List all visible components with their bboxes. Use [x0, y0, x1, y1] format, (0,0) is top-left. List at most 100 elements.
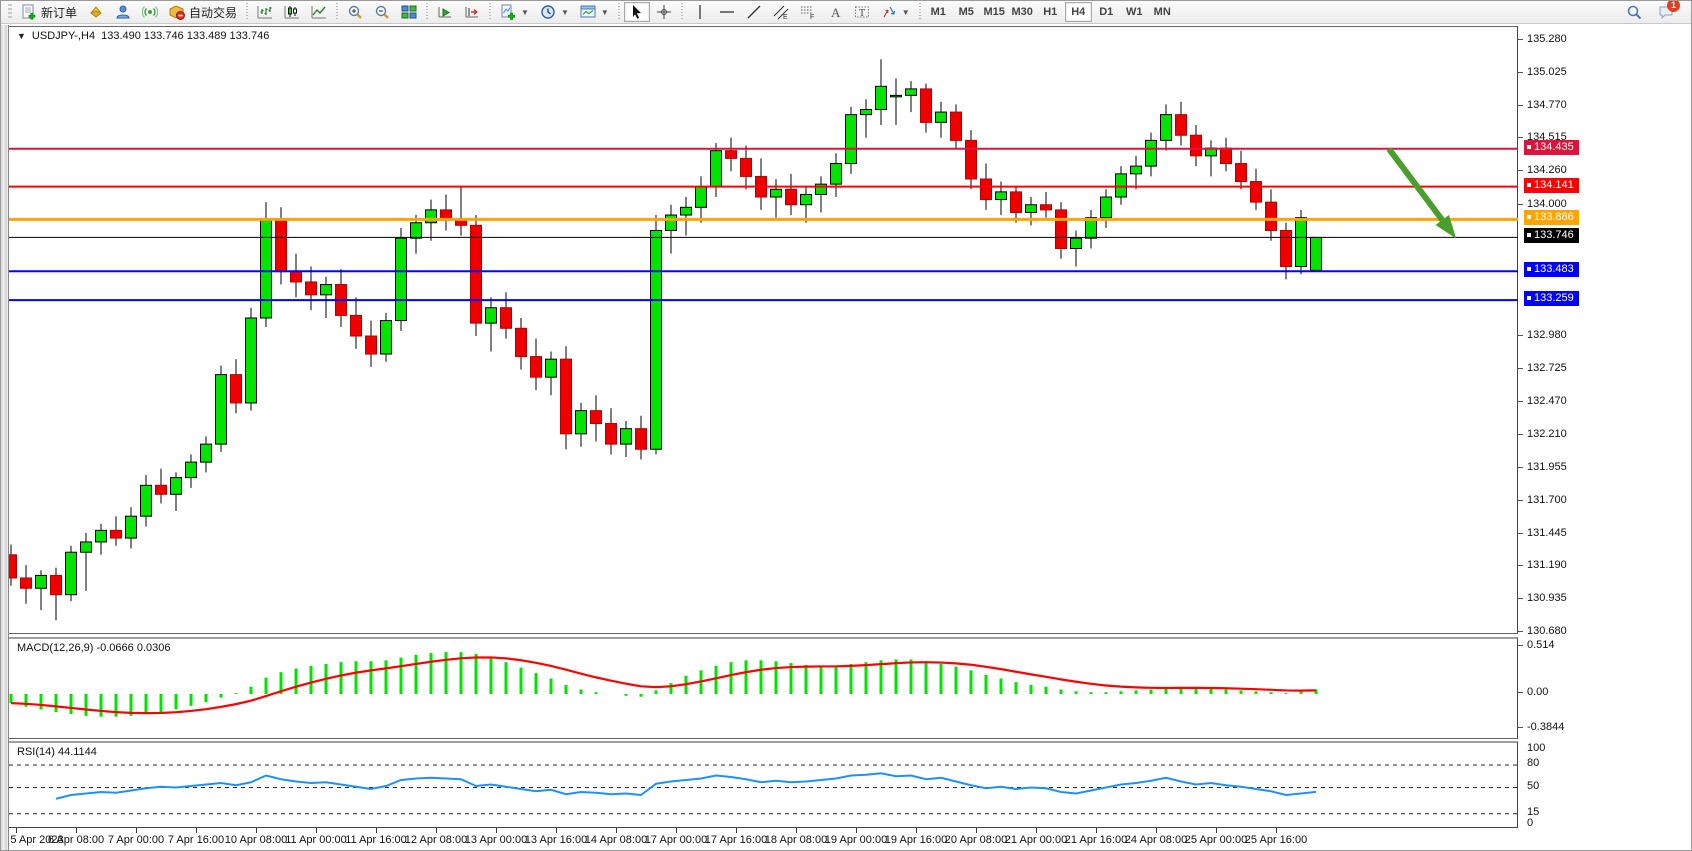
- text-label-icon: T: [854, 4, 870, 20]
- time-axis-tick: [676, 828, 677, 833]
- price-axis-tick: [1518, 104, 1523, 106]
- timeframe-m5-button[interactable]: M5: [953, 2, 980, 22]
- time-axis-tick: [256, 828, 257, 833]
- timeframe-mn-button[interactable]: MN: [1149, 2, 1176, 22]
- bear-candle: [9, 554, 17, 579]
- candlestick-chart-button[interactable]: [279, 2, 305, 22]
- toolbar-grip[interactable]: [8, 4, 12, 20]
- metaeditor-button[interactable]: [83, 2, 109, 22]
- crosshair-button[interactable]: [651, 2, 677, 22]
- bull-candle: [875, 85, 887, 110]
- price-axis-tick: [1518, 39, 1523, 40]
- time-axis-label: 5 Apr 2023: [10, 834, 64, 846]
- bar-chart-icon: [257, 4, 273, 20]
- bull-candle: [140, 484, 152, 517]
- new-order-button[interactable]: 新订单: [16, 2, 82, 22]
- notifications-button[interactable]: 1: [1653, 1, 1680, 22]
- text-label-button[interactable]: T: [849, 2, 875, 22]
- line-chart-button[interactable]: [306, 2, 332, 22]
- trendline-button[interactable]: [741, 2, 767, 22]
- timeframe-m1-button[interactable]: M1: [925, 2, 952, 22]
- candlestick-chart-canvas[interactable]: [9, 27, 1518, 635]
- new-order-label: 新订单: [41, 5, 78, 20]
- timeframe-w1-button[interactable]: W1: [1121, 2, 1148, 22]
- macd-indicator-panel[interactable]: MACD(12,26,9) -0.0666 0.0306: [9, 637, 1518, 739]
- tile-windows-button[interactable]: [396, 2, 422, 22]
- time-axis[interactable]: 5 Apr 2023 6 Apr 08:00 7 Apr 00:00 7 Apr 16…: [9, 828, 1518, 850]
- rsi-canvas[interactable]: [9, 743, 1518, 828]
- bull-candle: [1295, 217, 1307, 268]
- timeframe-h4-button[interactable]: H4: [1064, 2, 1092, 22]
- svg-text:A: A: [831, 5, 841, 20]
- bar-chart-button[interactable]: [252, 2, 278, 22]
- bear-candle: [785, 188, 797, 206]
- arrows-button[interactable]: ▼: [876, 2, 915, 22]
- price-line-label: 134.141: [1524, 177, 1579, 193]
- signals-button[interactable]: [137, 2, 163, 22]
- bull-candle: [1115, 173, 1127, 198]
- templates-dropdown-arrow[interactable]: ▼: [600, 7, 609, 17]
- fibonacci-button[interactable]: F: [795, 2, 821, 22]
- price-axis-tick: [1518, 367, 1523, 369]
- rsi-indicator-panel[interactable]: RSI(14) 44.1144: [9, 741, 1518, 828]
- timeframe-m30-button[interactable]: M30: [1009, 2, 1036, 22]
- bull-candle: [905, 88, 917, 96]
- chart-title-collapse-icon[interactable]: ▼: [17, 31, 26, 41]
- svg-text:E: E: [783, 14, 788, 20]
- bull-candle: [620, 428, 632, 445]
- price-axis-tick: [1518, 532, 1523, 534]
- chart-title: ▼ USDJPY-,H4 133.490 133.746 133.489 133…: [17, 30, 269, 42]
- price-line-label: 133.886: [1524, 210, 1579, 226]
- bull-candle: [1160, 114, 1172, 141]
- bear-candle: [1190, 134, 1202, 157]
- bull-candle: [215, 374, 227, 445]
- trend-arrow-annotation[interactable]: [1386, 147, 1446, 223]
- vertical-line-button[interactable]: [687, 2, 713, 22]
- periods-clock-icon: [540, 4, 556, 20]
- bear-candle: [350, 314, 362, 337]
- chart-symbol-period: USDJPY-,H4: [31, 30, 96, 42]
- arrows-dropdown-arrow[interactable]: ▼: [901, 7, 910, 17]
- equidistant-channel-button[interactable]: E: [768, 2, 794, 22]
- time-axis-tick: [1036, 828, 1037, 833]
- templates-button[interactable]: ▼: [575, 2, 614, 22]
- chart-shift-button[interactable]: [459, 2, 485, 22]
- time-axis-label: 13 Apr 00:00: [464, 834, 528, 846]
- periods-dropdown-arrow[interactable]: ▼: [560, 7, 569, 17]
- timeframe-d1-button[interactable]: D1: [1093, 2, 1120, 22]
- timeframe-m15-button[interactable]: M15: [981, 2, 1008, 22]
- macd-axis-label: -0.3844: [1527, 720, 1565, 733]
- auto-scroll-button[interactable]: [432, 2, 458, 22]
- bear-candle: [1280, 229, 1292, 268]
- macd-canvas[interactable]: [9, 639, 1518, 739]
- bear-candle: [1010, 191, 1022, 213]
- time-axis-tick: [556, 828, 557, 833]
- bull-candle: [320, 284, 332, 296]
- time-axis-label: 20 Apr 08:00: [944, 834, 1008, 846]
- indicators-dropdown-arrow[interactable]: ▼: [521, 7, 529, 17]
- bull-candle: [1130, 165, 1142, 175]
- bull-candle: [485, 307, 497, 324]
- horizontal-line-button[interactable]: [714, 2, 740, 22]
- cursor-button[interactable]: [623, 2, 650, 22]
- periods-button[interactable]: ▼: [535, 2, 574, 22]
- zoom-out-button[interactable]: [369, 2, 395, 22]
- price-axis-tick: [1518, 203, 1523, 205]
- mql5-profile-button[interactable]: [110, 2, 136, 22]
- bull-candle: [695, 186, 707, 208]
- time-axis-label: 6 Apr 08:00: [47, 834, 105, 846]
- rsi-axis-label: 100: [1527, 742, 1546, 754]
- bull-candle: [1100, 196, 1112, 219]
- main-chart-panel[interactable]: ▼ USDJPY-,H4 133.490 133.746 133.489 133…: [9, 26, 1518, 634]
- bull-candle: [410, 222, 422, 239]
- price-axis[interactable]: 135.280 135.025 134.770 134.515 134.260 134.0…: [1518, 25, 1691, 829]
- price-line-label: 133.259: [1524, 291, 1579, 307]
- search-button[interactable]: [1621, 2, 1647, 22]
- autotrading-button[interactable]: 自动交易: [164, 2, 242, 22]
- timeframe-h1-button[interactable]: H1: [1037, 2, 1064, 22]
- zoom-in-button[interactable]: [342, 2, 368, 22]
- time-axis-tick: [16, 828, 17, 833]
- time-axis-tick: [916, 828, 917, 833]
- text-button[interactable]: A: [822, 2, 848, 22]
- indicators-button[interactable]: ▼: [495, 2, 534, 22]
